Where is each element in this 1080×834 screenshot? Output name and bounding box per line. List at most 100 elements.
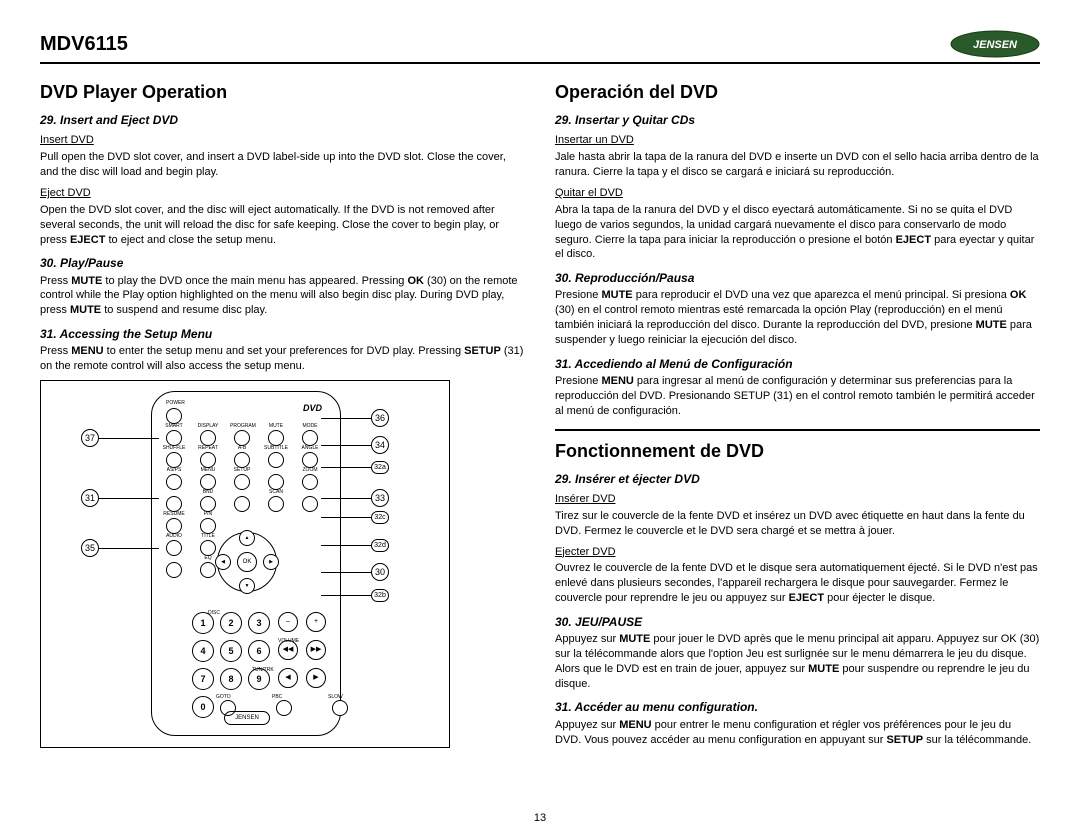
fr-eject-heading: Ejecter DVD: [555, 545, 1040, 560]
remote-btn-AUDIO: [166, 540, 182, 556]
remote-label: RESUME: [162, 511, 186, 518]
callout-line: [99, 438, 159, 439]
remote-btn-SLOW: [332, 700, 348, 716]
es-title: Operación del DVD: [555, 80, 1040, 104]
remote-btn-EQ: [200, 562, 216, 578]
dpad: ▲ ▼ ◀ ▶ OK: [217, 532, 277, 592]
callout-line: [321, 418, 371, 419]
sym-btn: ◀: [278, 668, 298, 688]
es-insert-heading: Insertar un DVD: [555, 133, 1040, 148]
remote-btn-SCAN: [268, 496, 284, 512]
fr-title: Fonctionnement de DVD: [555, 439, 1040, 463]
es-s29-heading: 29. Insertar y Quitar CDs: [555, 112, 1040, 128]
lang-divider: [555, 429, 1040, 431]
power-label: POWER: [166, 400, 185, 407]
remote-btn-TITLE: [200, 540, 216, 556]
callout-32a: 32a: [371, 461, 389, 474]
volume-label: VOLUME: [278, 638, 299, 645]
fr-insert-text: Tirez sur le couvercle de la fente DVD e…: [555, 509, 1040, 539]
fr-s31-text: Appuyez sur MENU pour entrer le menu con…: [555, 718, 1040, 748]
remote-btn-AS/PS: [166, 474, 182, 490]
remote-label: REPEAT: [196, 445, 220, 452]
remote-btn-PROGRAM: [234, 430, 250, 446]
remote-btn-SMART: [166, 430, 182, 446]
tuntrk-label: TUN/TRK: [252, 667, 274, 674]
remote-btn-PBC: [276, 700, 292, 716]
remote-label: ZOOM: [298, 467, 322, 474]
callout-37: 37: [81, 429, 99, 447]
en-eject-dvd-heading: Eject DVD: [40, 186, 525, 201]
remote-btn-blank: [166, 562, 182, 578]
callout-line: [321, 498, 371, 499]
en-insert-dvd-text: Pull open the DVD slot cover, and insert…: [40, 150, 525, 180]
callout-32d: 32d: [371, 539, 389, 552]
remote-label: MUTE: [264, 423, 288, 430]
sym-btn: ▶: [306, 668, 326, 688]
remote-label: SCAN: [264, 489, 288, 496]
callout-32b: 32b: [371, 589, 389, 602]
en-s31-heading: 31. Accessing the Setup Menu: [40, 326, 525, 342]
callout-line: [99, 548, 159, 549]
remote-btn-blank: [268, 474, 284, 490]
page-header: MDV6115 JENSEN: [40, 30, 1040, 64]
callout-33: 33: [371, 489, 389, 507]
dvd-logo-icon: DVD: [303, 402, 322, 414]
remote-label: PBC: [272, 694, 282, 701]
callout-35: 35: [81, 539, 99, 557]
remote-btn-BND: [200, 496, 216, 512]
remote-label: ANGLE: [298, 445, 322, 452]
es-insert-text: Jale hasta abrir la tapa de la ranura de…: [555, 150, 1040, 180]
fr-s30-text: Appuyez sur MUTE pour jouer le DVD après…: [555, 632, 1040, 691]
callout-34: 34: [371, 436, 389, 454]
en-insert-dvd-heading: Insert DVD: [40, 133, 525, 148]
callout-line: [321, 545, 371, 546]
remote-btn-SETUP: [234, 474, 250, 490]
callout-line: [321, 572, 371, 573]
remote-label: DISPLAY: [196, 423, 220, 430]
remote-btn-blank: [234, 496, 250, 512]
sym-btn: +: [306, 612, 326, 632]
remote-btn-P/N: [200, 518, 216, 534]
remote-label: SUBTITLE: [264, 445, 288, 452]
sym-btn: ▶▶: [306, 640, 326, 660]
dpad-right: ▶: [263, 554, 279, 570]
remote-btn-MODE: [302, 430, 318, 446]
page-number: 13: [534, 811, 546, 826]
dpad-left: ◀: [215, 554, 231, 570]
num-3: 3: [248, 612, 270, 634]
fr-insert-heading: Insérer DVD: [555, 492, 1040, 507]
remote-label: SMART: [162, 423, 186, 430]
column-english: DVD Player Operation 29. Insert and Ejec…: [40, 74, 525, 753]
remote-label: SHUFFLE: [162, 445, 186, 452]
num-7: 7: [192, 668, 214, 690]
remote-btn-DISPLAY: [200, 430, 216, 446]
jensen-logo: JENSEN: [950, 30, 1040, 58]
callout-32c: 32c: [371, 511, 389, 524]
en-eject-dvd-text: Open the DVD slot cover, and the disc wi…: [40, 203, 525, 248]
remote-btn-MUTE: [268, 430, 284, 446]
remote-label: A-B: [230, 445, 254, 452]
num-4: 4: [192, 640, 214, 662]
remote-label: AS/PS: [162, 467, 186, 474]
remote-outline: POWER DVD SMARTDISPLAYPROGRAMMUTEMODESHU…: [151, 391, 341, 736]
num-8: 8: [220, 668, 242, 690]
remote-label: MENU: [196, 467, 220, 474]
callout-36: 36: [371, 409, 389, 427]
sym-btn: –: [278, 612, 298, 632]
remote-btn-SHUFFLE: [166, 452, 182, 468]
callout-line: [321, 445, 371, 446]
remote-btn-ANGLE: [302, 452, 318, 468]
en-s31-text: Press MENU to enter the setup menu and s…: [40, 344, 525, 374]
fr-s31-heading: 31. Accéder au menu configuration.: [555, 699, 1040, 715]
remote-btn-ZOOM: [302, 474, 318, 490]
num-0: 0: [192, 696, 214, 718]
remote-label: P/N: [196, 511, 220, 518]
es-eject-text: Abra la tapa de la ranura del DVD y el d…: [555, 203, 1040, 262]
callout-31: 31: [81, 489, 99, 507]
remote-btn-A-B: [234, 452, 250, 468]
model-number: MDV6115: [40, 31, 128, 58]
fr-s29-heading: 29. Insérer et éjecter DVD: [555, 471, 1040, 487]
fr-eject-text: Ouvrez le couvercle de la fente DVD et l…: [555, 561, 1040, 606]
remote-btn-SUBTITLE: [268, 452, 284, 468]
es-s30-heading: 30. Reproducción/Pausa: [555, 270, 1040, 286]
